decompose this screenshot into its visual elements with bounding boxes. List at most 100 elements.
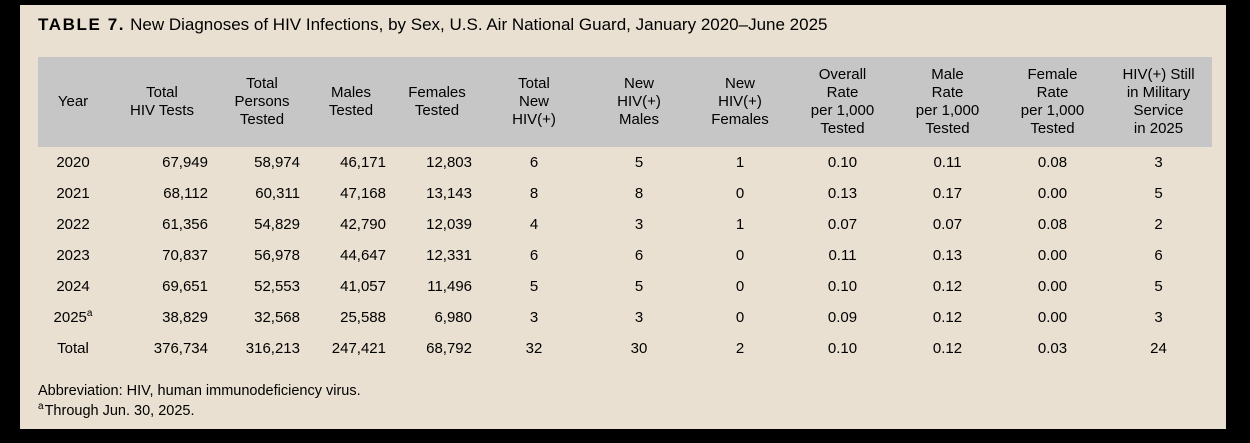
table-cell: 376,734 bbox=[153, 340, 208, 357]
table-cell: 2 bbox=[1154, 216, 1163, 233]
table-cell: 2025a bbox=[38, 302, 108, 333]
header-row: Year Total HIV Tests Total Persons Teste… bbox=[38, 57, 1212, 147]
table-cell: 0.09 bbox=[827, 309, 858, 326]
table-cell: 0.08 bbox=[1037, 216, 1068, 233]
table-cell: 12,331 bbox=[426, 247, 472, 264]
table-cell: 69,651 bbox=[162, 278, 208, 295]
table-cell: 25,588 bbox=[340, 309, 386, 326]
table-number-label: TABLE 7. bbox=[38, 15, 126, 34]
table-cell: 2023 bbox=[56, 247, 90, 264]
table-cell: 2020 bbox=[56, 154, 90, 171]
footnote-a-marker: a bbox=[38, 401, 44, 413]
table-cell: 6 bbox=[529, 247, 539, 264]
table-cell: 0.12 bbox=[932, 340, 963, 357]
column-header-new-hiv-females: New HIV(+) Females bbox=[711, 75, 769, 128]
table-row-2020: 2020 67,949 58,974 46,171 12,803 6 5 1 0… bbox=[38, 147, 1212, 178]
table-cell: 60,311 bbox=[255, 185, 300, 202]
table-title-text: New Diagnoses of HIV Infections, by Sex,… bbox=[130, 15, 828, 34]
abbreviation-note: Abbreviation: HIV, human immunodeficienc… bbox=[38, 383, 361, 399]
table-cell: 0.07 bbox=[932, 216, 963, 233]
table-cell: 58,974 bbox=[254, 154, 300, 171]
table-cell: 0.13 bbox=[932, 247, 963, 264]
table-cell: 32,568 bbox=[254, 309, 300, 326]
table-cell: 6 bbox=[634, 247, 644, 264]
table-cell: 0.10 bbox=[827, 154, 858, 171]
table-cell: 12,039 bbox=[426, 216, 472, 233]
table-cell: 61,356 bbox=[162, 216, 208, 233]
table-row-2024: 2024 69,651 52,553 41,057 11,496 5 5 0 0… bbox=[38, 271, 1212, 302]
table-cell: 2021 bbox=[56, 185, 90, 202]
table-figure-page: TABLE 7. New Diagnoses of HIV Infections,… bbox=[20, 5, 1226, 429]
table-row-2021: 2021 68,112 60,311 47,168 13,143 8 8 0 0… bbox=[38, 178, 1212, 209]
table-cell: 68,792 bbox=[426, 340, 472, 357]
column-header-total-hiv-tests: Total HIV Tests bbox=[130, 84, 194, 119]
table-cell: 0 bbox=[735, 247, 745, 264]
footnotes: Abbreviation: HIV, human immunodeficienc… bbox=[38, 381, 361, 421]
column-header-year: Year bbox=[57, 93, 89, 110]
table-cell: 5 bbox=[634, 278, 644, 295]
table-cell: 2024 bbox=[56, 278, 90, 295]
table-cell: 3 bbox=[634, 309, 644, 326]
table-cell: Total bbox=[57, 340, 89, 357]
table-row-total: Total 376,734 316,213 247,421 68,792 32 … bbox=[38, 333, 1212, 364]
table-cell: 0 bbox=[735, 278, 745, 295]
table-cell: 2022 bbox=[56, 216, 90, 233]
column-header-still-in-service: HIV(+) Still in Military Service in 2025 bbox=[1122, 66, 1195, 137]
table-cell: 0 bbox=[735, 309, 745, 326]
table-cell: 32 bbox=[525, 340, 543, 357]
footnote-a-marker: a bbox=[86, 308, 93, 319]
table-cell: 4 bbox=[529, 216, 539, 233]
table-cell: 46,171 bbox=[340, 154, 386, 171]
column-header-female-rate: Female Rate per 1,000 Tested bbox=[1020, 66, 1085, 137]
table-cell: 41,057 bbox=[340, 278, 386, 295]
table-cell: 0.08 bbox=[1037, 154, 1068, 171]
table-title: TABLE 7. New Diagnoses of HIV Infections,… bbox=[38, 13, 828, 37]
table-cell: 6 bbox=[1154, 247, 1163, 264]
table-row-2022: 2022 61,356 54,829 42,790 12,039 4 3 1 0… bbox=[38, 209, 1212, 240]
table-cell: 3 bbox=[634, 216, 644, 233]
table-cell: 3 bbox=[1154, 154, 1163, 171]
table-cell: 54,829 bbox=[254, 216, 300, 233]
column-header-new-hiv-males: New HIV(+) Males bbox=[617, 75, 661, 128]
table-cell: 5 bbox=[1154, 185, 1163, 202]
table-cell: 0.00 bbox=[1037, 185, 1068, 202]
table-cell: 8 bbox=[634, 185, 644, 202]
column-header-male-rate: Male Rate per 1,000 Tested bbox=[915, 66, 980, 137]
table-cell: 0.10 bbox=[827, 278, 858, 295]
table-cell: 11,496 bbox=[427, 278, 472, 295]
table-row-2023: 2023 70,837 56,978 44,647 12,331 6 6 0 0… bbox=[38, 240, 1212, 271]
column-header-total-persons-tested: Total Persons Tested bbox=[234, 75, 290, 128]
column-header-overall-rate: Overall Rate per 1,000 Tested bbox=[810, 66, 875, 137]
table-cell: 70,837 bbox=[162, 247, 208, 264]
table-cell: 0.13 bbox=[827, 185, 858, 202]
table-cell: 5 bbox=[1154, 278, 1163, 295]
column-header-total-new-hiv: Total New HIV(+) bbox=[512, 75, 556, 128]
table-cell: 47,168 bbox=[340, 185, 386, 202]
table-cell: 67,949 bbox=[162, 154, 208, 171]
table-cell: 247,421 bbox=[331, 340, 386, 357]
footnote-a-text: Through Jun. 30, 2025. bbox=[44, 403, 195, 419]
table-cell: 0.12 bbox=[932, 278, 963, 295]
table-cell: 56,978 bbox=[254, 247, 300, 264]
table-cell: 0.00 bbox=[1037, 309, 1068, 326]
table-cell: 6 bbox=[529, 154, 539, 171]
table-row-2025: 2025a 38,829 32,568 25,588 6,980 3 3 0 0… bbox=[38, 302, 1212, 333]
table-cell: 30 bbox=[630, 340, 648, 357]
table-cell: 316,213 bbox=[245, 340, 300, 357]
table-cell: 5 bbox=[634, 154, 644, 171]
table-cell: 5 bbox=[529, 278, 539, 295]
column-header-females-tested: Females Tested bbox=[408, 84, 466, 119]
table-cell: 6,980 bbox=[434, 309, 472, 326]
table-cell: 12,803 bbox=[426, 154, 472, 171]
table-cell: 68,112 bbox=[163, 185, 208, 202]
table-cell: 44,647 bbox=[340, 247, 386, 264]
table-cell: 0.00 bbox=[1037, 247, 1068, 264]
table-cell: 3 bbox=[1154, 309, 1163, 326]
table-cell: 52,553 bbox=[254, 278, 300, 295]
table-cell: 0.10 bbox=[827, 340, 858, 357]
table-cell: 2 bbox=[735, 340, 745, 357]
column-header-males-tested: Males Tested bbox=[328, 84, 374, 119]
table-cell: 13,143 bbox=[426, 185, 472, 202]
table-cell: 0.07 bbox=[827, 216, 858, 233]
